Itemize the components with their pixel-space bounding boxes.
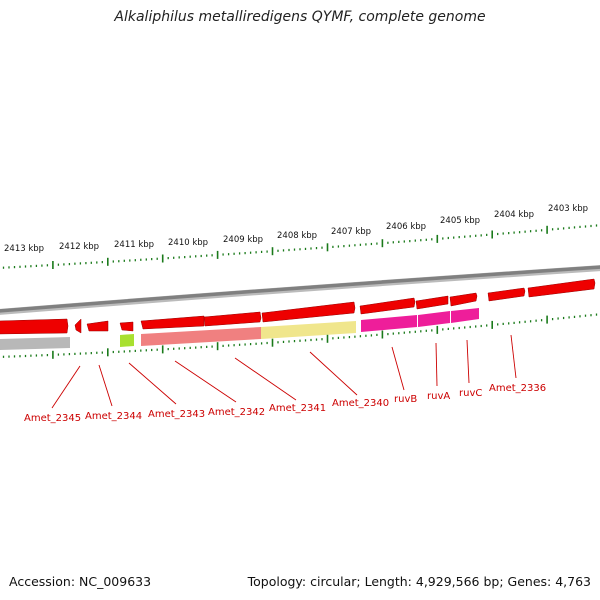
cds-arrow (359, 297, 416, 315)
cds-arrow (74, 318, 82, 334)
leader-line (98, 364, 113, 407)
accession-text: Accession: NC_009633 (9, 574, 152, 589)
cog-block-yellow (261, 321, 356, 339)
cog-block-salmon (141, 327, 261, 346)
cog-block-magenta (418, 311, 450, 327)
cds-arrow (527, 278, 596, 298)
cds-arrow (487, 287, 526, 302)
scale-label-2406: 2406 kbp (386, 222, 426, 232)
cds-arrow (449, 292, 478, 307)
topology-text: Topology: circular; Length: 4,929,566 bp… (247, 574, 591, 589)
inner-tick-track (2, 313, 598, 359)
leader-line (51, 365, 81, 409)
cds-arrow (119, 321, 134, 332)
gene-label-amet-2336: Amet_2336 (489, 383, 546, 394)
outer-tick-track (2, 224, 598, 269)
cds-arrow (261, 301, 356, 323)
leader-line (510, 334, 517, 379)
leader-line (128, 362, 177, 405)
scale-label-2405: 2405 kbp (440, 216, 480, 226)
gene-label-ruvb: ruvB (394, 394, 417, 405)
gene-label-amet-2343: Amet_2343 (148, 409, 205, 420)
cds-arrow (203, 311, 262, 327)
scale-label-2403: 2403 kbp (548, 204, 588, 214)
cds-arrow (140, 315, 205, 330)
leader-line (435, 342, 438, 387)
leader-line (309, 351, 358, 396)
scale-label-2409: 2409 kbp (223, 235, 263, 245)
cog-block-magenta (451, 308, 479, 323)
forward-cds-track (0, 278, 596, 335)
cog-category-track (0, 308, 479, 350)
leader-line (174, 360, 237, 403)
cog-block-magenta (361, 315, 417, 332)
scale-label-2407: 2407 kbp (331, 227, 371, 237)
scale-label-2404: 2404 kbp (494, 210, 534, 220)
gene-label-amet-2340: Amet_2340 (332, 398, 389, 409)
scale-label-2408: 2408 kbp (277, 231, 317, 241)
genome-backbone (0, 265, 600, 313)
leader-line (466, 339, 470, 384)
cds-arrow (415, 295, 449, 310)
scale-label-2412: 2412 kbp (59, 242, 99, 252)
cds-arrow (86, 320, 109, 332)
cds-arrow (0, 318, 69, 335)
map-title: Alkaliphilus metalliredigens QYMF, compl… (114, 9, 486, 25)
leader-line (391, 346, 405, 391)
scale-label-2411: 2411 kbp (114, 240, 154, 250)
gene-label-ruvc: ruvC (459, 388, 482, 399)
gene-label-amet-2345: Amet_2345 (24, 413, 81, 424)
gene-label-amet-2341: Amet_2341 (269, 403, 326, 414)
label-leader-lines (51, 334, 517, 409)
gene-label-amet-2344: Amet_2344 (85, 411, 142, 422)
gene-labels: Amet_2345 Amet_2344 Amet_2343 Amet_2342 … (24, 383, 546, 424)
gene-label-ruva: ruvA (427, 391, 450, 402)
scale-label-2413: 2413 kbp (4, 244, 44, 254)
gene-label-amet-2342: Amet_2342 (208, 407, 265, 418)
scale-labels: 2413 kbp 2412 kbp 2411 kbp 2410 kbp 2409… (4, 204, 588, 254)
cog-block-green (120, 334, 134, 347)
cog-block-grey (0, 337, 70, 350)
scale-label-2410: 2410 kbp (168, 238, 208, 248)
leader-line (234, 357, 297, 401)
